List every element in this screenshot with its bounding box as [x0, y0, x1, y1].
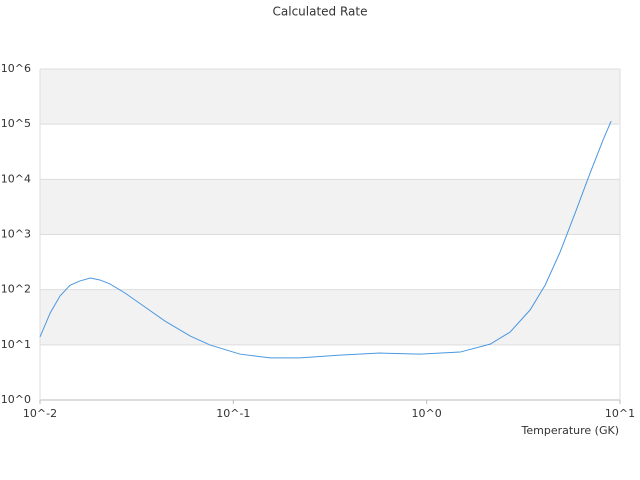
band — [40, 179, 620, 235]
y-tick-label: 10^0 — [1, 393, 31, 406]
x-tick-label: 10^-2 — [23, 407, 57, 420]
x-tick-label: 10^1 — [605, 407, 635, 420]
band — [40, 69, 620, 125]
x-axis-label: Temperature (GK) — [521, 424, 620, 437]
x-tick-label: 10^-1 — [216, 407, 250, 420]
y-tick-label: 10^5 — [1, 117, 31, 130]
chart-title: Calculated Rate — [273, 5, 368, 19]
y-tick-label: 10^6 — [1, 62, 31, 75]
y-tick-label: 10^4 — [1, 172, 31, 185]
band — [40, 289, 620, 345]
y-tick-label: 10^1 — [1, 338, 31, 351]
line — [39, 120, 612, 359]
y-tick-label: 10^3 — [1, 228, 31, 241]
y-tick-label: 10^2 — [1, 283, 31, 296]
x-tick-label: 10^0 — [412, 407, 442, 420]
